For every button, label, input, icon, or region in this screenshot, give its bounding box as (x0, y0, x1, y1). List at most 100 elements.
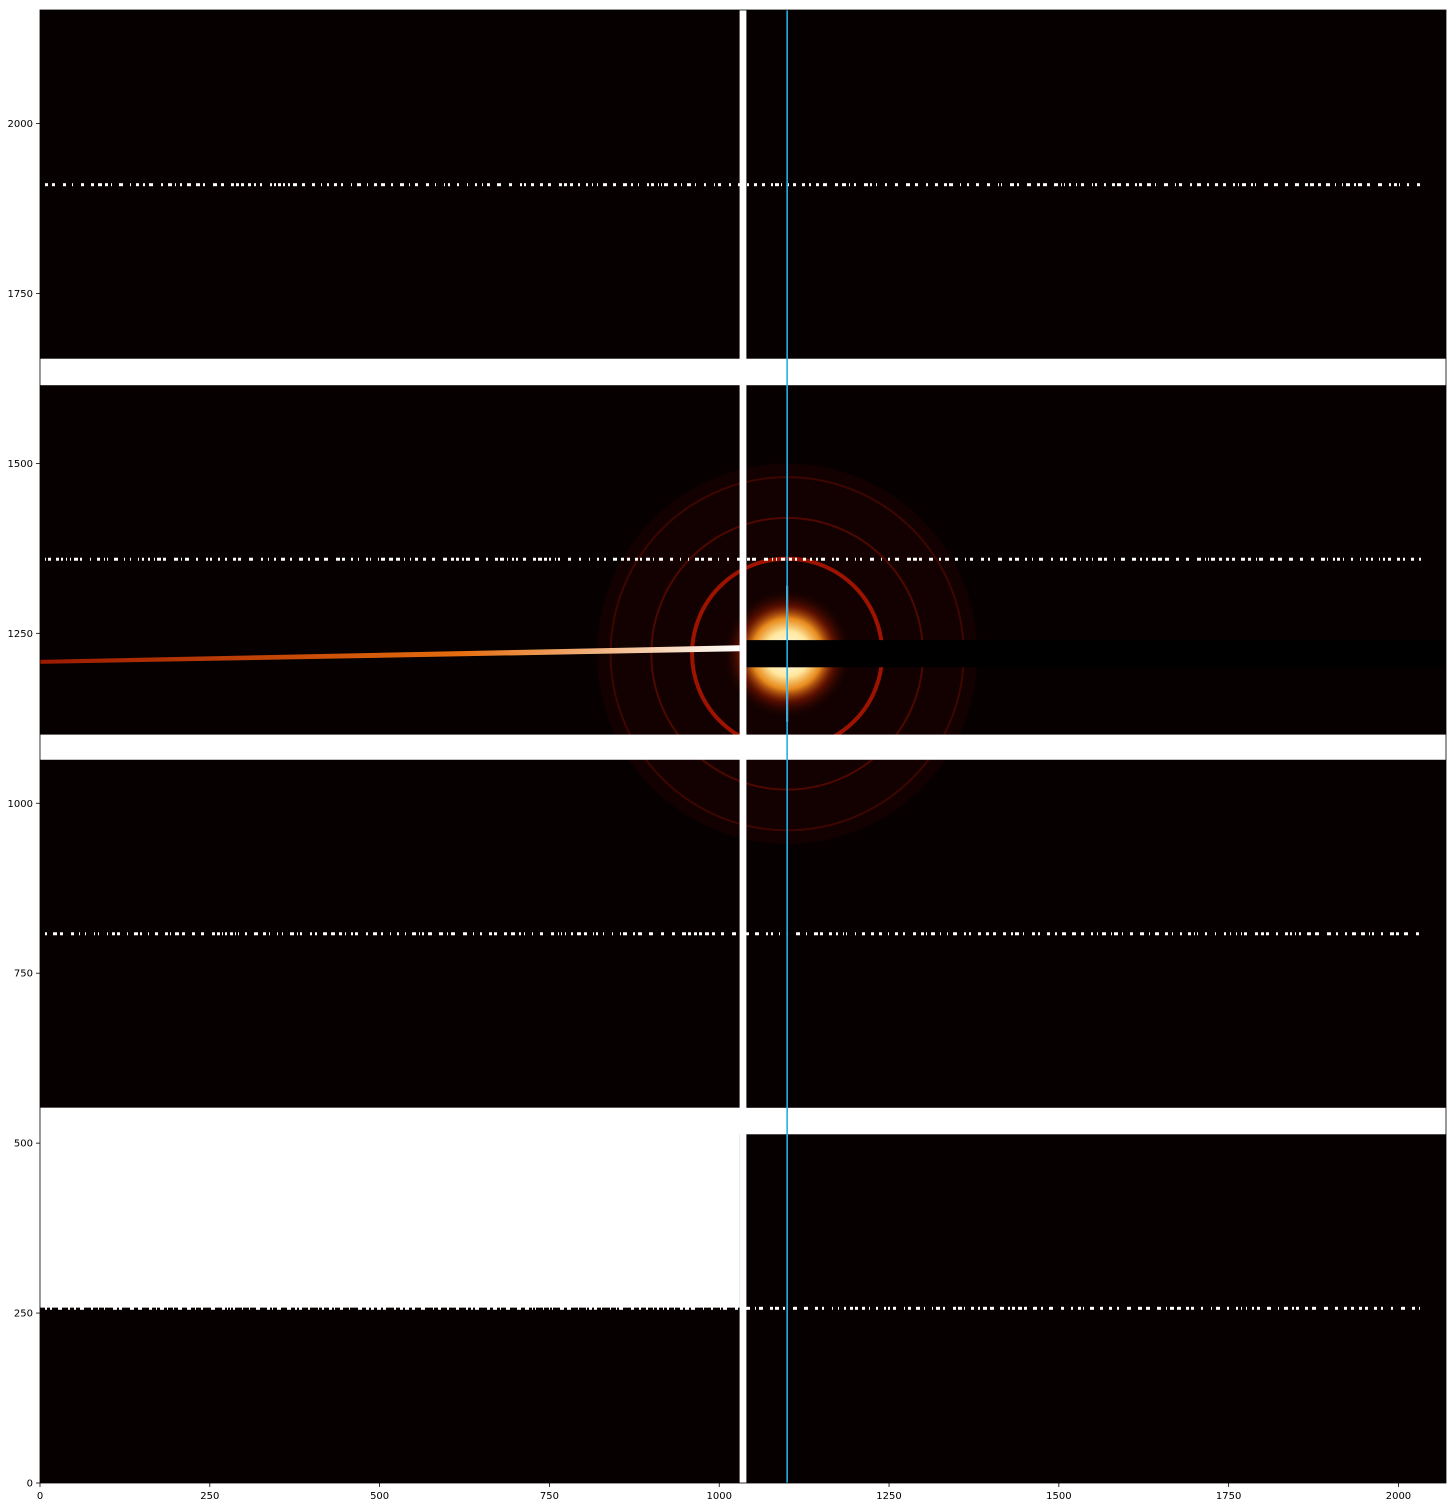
hot-pixel-row-2 (558, 557, 560, 561)
hot-pixel-row-1 (231, 183, 234, 187)
hot-pixel-row-2 (389, 557, 393, 561)
hot-pixel-row-1 (885, 183, 887, 187)
hot-pixel-row-2 (1289, 557, 1293, 561)
hot-pixel-row-4 (91, 1306, 93, 1310)
hot-pixel-row-4 (187, 1306, 191, 1310)
hot-pixel-row-1 (467, 183, 468, 187)
hot-pixel-row-3 (175, 932, 179, 936)
hot-pixel-row-2 (1146, 557, 1148, 561)
hot-pixel-row-4 (277, 1306, 281, 1310)
hot-pixel-row-2 (1032, 557, 1033, 561)
hot-pixel-row-1 (998, 183, 999, 187)
hot-pixel-row-1 (1207, 183, 1209, 187)
hot-pixel-row-2 (1009, 557, 1012, 561)
hot-pixel-row-2 (196, 557, 198, 561)
hot-pixel-row-4 (964, 1306, 965, 1310)
hot-pixel-row-1 (1139, 183, 1142, 187)
hot-pixel-row-3 (182, 932, 185, 936)
hot-pixel-row-1 (823, 183, 827, 187)
hot-pixel-row-4 (1246, 1306, 1247, 1310)
hot-pixel-row-4 (862, 1306, 865, 1310)
hot-pixel-row-3 (1038, 932, 1040, 936)
hot-pixel-row-3 (871, 932, 874, 936)
hot-pixel-row-1 (687, 183, 691, 187)
hot-pixel-row-2 (568, 557, 571, 561)
hot-pixel-row-1 (754, 183, 757, 187)
hot-pixel-row-3 (620, 932, 621, 936)
hot-pixel-row-1 (168, 183, 172, 187)
hot-pixel-row-4 (1117, 1306, 1119, 1310)
hot-pixel-row-3 (712, 932, 715, 936)
hot-pixel-row-3 (1081, 932, 1084, 936)
hot-pixel-row-2 (1337, 557, 1340, 561)
hot-pixel-row-2 (1065, 557, 1067, 561)
hot-pixel-row-4 (50, 1306, 52, 1310)
hot-pixel-row-4 (770, 1306, 773, 1310)
hot-pixel-row-1 (559, 183, 562, 187)
hot-pixel-row-4 (783, 1306, 785, 1310)
y-tick-label: 2000 (8, 119, 33, 130)
hot-pixel-row-1 (809, 183, 811, 187)
hot-pixel-row-3 (269, 932, 270, 936)
hot-pixel-row-3 (694, 932, 697, 936)
hot-pixel-row-4 (318, 1306, 319, 1310)
hot-pixel-row-1 (906, 183, 910, 187)
hot-pixel-row-4 (594, 1306, 597, 1310)
hot-pixel-row-3 (1062, 932, 1066, 936)
hot-pixel-row-2 (516, 557, 518, 561)
hot-pixel-row-3 (1003, 932, 1006, 936)
hot-pixel-row-4 (667, 1306, 669, 1310)
hot-pixel-row-1 (578, 183, 580, 187)
hot-pixel-row-2 (718, 557, 719, 561)
hot-pixel-row-2 (56, 557, 59, 561)
hot-pixel-row-3 (277, 932, 278, 936)
hot-pixel-row-1 (1358, 183, 1362, 187)
hot-pixel-row-4 (1177, 1306, 1181, 1310)
hot-pixel-row-2 (776, 557, 777, 561)
hot-pixel-row-1 (351, 183, 352, 187)
hot-pixel-row-3 (1244, 932, 1247, 936)
hot-pixel-row-4 (1236, 1306, 1238, 1310)
hot-pixel-row-2 (1300, 557, 1303, 561)
hot-pixel-row-4 (525, 1306, 529, 1310)
hot-pixel-row-2 (1388, 557, 1391, 561)
hot-pixel-row-1 (260, 183, 262, 187)
hot-pixel-row-3 (263, 932, 266, 936)
x-tick-label: 1250 (876, 1491, 901, 1502)
hot-pixel-row-4 (804, 1306, 808, 1310)
hot-pixel-row-3 (688, 932, 691, 936)
hot-pixel-row-2 (410, 557, 411, 561)
hot-pixel-row-4 (1252, 1306, 1254, 1310)
hot-pixel-row-1 (321, 183, 322, 187)
hot-pixel-row-3 (323, 932, 327, 936)
hot-pixel-row-2 (555, 557, 556, 561)
hot-pixel-row-3 (339, 932, 342, 936)
hot-pixel-row-1 (793, 183, 796, 187)
hot-pixel-row-2 (727, 557, 729, 561)
hot-pixel-row-1 (391, 183, 393, 187)
hot-pixel-row-4 (1359, 1306, 1362, 1310)
hot-pixel-row-2 (939, 557, 941, 561)
x-tick-label: 500 (370, 1491, 389, 1502)
hot-pixel-row-2 (1211, 557, 1215, 561)
hot-pixel-row-2 (261, 557, 263, 561)
hot-pixel-row-3 (721, 932, 724, 936)
hot-pixel-row-2 (1114, 557, 1115, 561)
hot-pixel-row-1 (1367, 183, 1370, 187)
hot-pixel-row-1 (1017, 183, 1019, 187)
hot-pixel-row-1 (960, 183, 961, 187)
hot-pixel-row-4 (438, 1306, 441, 1310)
hot-pixel-row-3 (373, 932, 377, 936)
hot-pixel-row-4 (703, 1306, 704, 1310)
hot-pixel-row-4 (340, 1306, 343, 1310)
hot-pixel-row-4 (156, 1306, 157, 1310)
x-tick-label: 1000 (707, 1491, 732, 1502)
hot-pixel-row-2 (1186, 557, 1189, 561)
hot-pixel-row-1 (842, 183, 846, 187)
hot-pixel-row-1 (1112, 183, 1115, 187)
hot-pixel-row-4 (1344, 1306, 1347, 1310)
hot-pixel-row-3 (1111, 932, 1112, 936)
y-tick-label: 750 (14, 969, 33, 980)
hot-pixel-row-2 (955, 557, 958, 561)
hot-pixel-row-2 (1092, 557, 1093, 561)
